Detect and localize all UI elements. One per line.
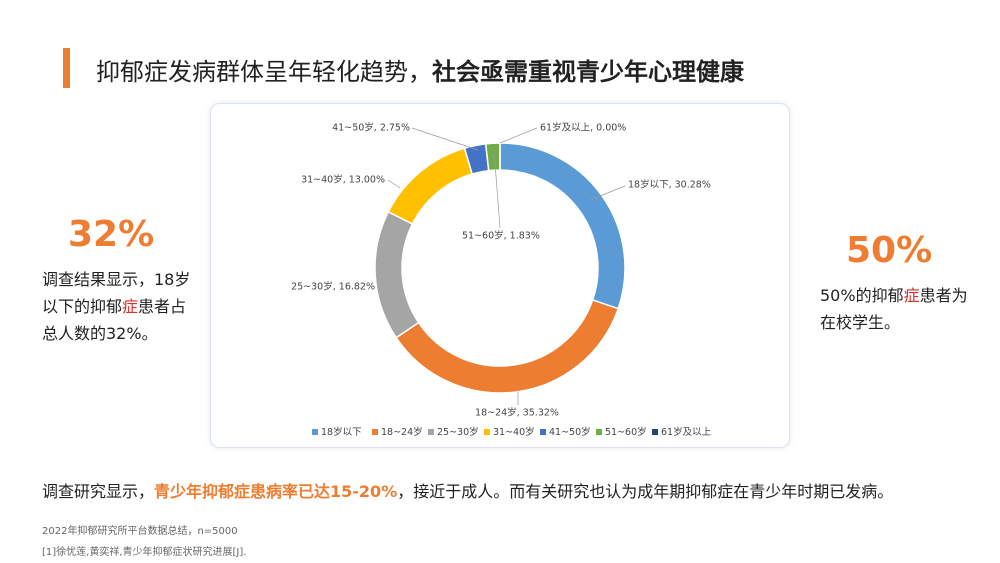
leader-line [387,179,401,189]
data-label: 18岁以下, 30.28% [628,179,711,191]
highlight: 症 [903,286,920,305]
legend-swatch [652,429,658,435]
data-label: 61岁及以上, 0.00% [540,122,626,134]
footnote: [1]徐忧莲,黄奕祥,青少年抑郁症状研究进展[J]. [42,547,247,558]
legend-swatch [312,429,318,435]
legend-label: 18岁以下 [321,426,362,438]
text: 患者占总人数的32%。 [42,297,187,343]
leader-line [499,127,538,144]
leader-line [589,185,626,201]
donut-slice [499,142,626,310]
legend-label: 61岁及以上 [661,426,712,438]
conclusion: 调查研究显示，青少年抑郁症患病率已达15-20%，接近于成人。而有关研究也认为成… [42,478,893,502]
right-stat-value: 50% [846,230,933,271]
left-stat-value: 32% [68,214,155,255]
text: 调查研究显示， [42,482,155,501]
text: 患者为在校学生。 [820,286,968,332]
legend-label: 25~30岁 [437,426,479,438]
right-stat-text: 50%的抑郁症患者为在校学生。 [820,282,972,336]
donut-slice [395,298,620,394]
legend-swatch [372,429,378,435]
text: ，接近于成人。而有关研究也认为成年期抑郁症在青少年时期已发病。 [397,482,894,501]
highlight: 症 [122,297,139,316]
legend-label: 31~40岁 [493,426,535,438]
data-label: 25~30岁, 16.82% [291,281,375,293]
donut-slice [484,142,501,172]
legend-label: 51~60岁 [605,426,647,438]
legend-label: 41~50岁 [549,426,591,438]
legend-label: 18~24岁 [381,426,423,438]
left-stat-text: 调查结果显示，18岁以下的抑郁症患者占总人数的32%。 [42,266,194,347]
data-label: 41~50岁, 2.75% [332,122,410,134]
text: 50%的抑郁 [820,286,904,305]
footnote: 2022年抑郁研究所平台数据总结，n=5000 [42,526,238,537]
legend-swatch [484,429,490,435]
text: 调查结果显示，18岁以下的抑郁 [42,270,191,316]
data-label: 31~40岁, 13.00% [301,174,385,186]
leader-line [411,127,479,151]
legend-swatch [596,429,602,435]
data-label: 18~24岁, 35.32% [475,407,559,419]
accent-bar [63,48,70,88]
title-bold: 社会亟需重视青少年心理健康 [432,58,744,86]
data-label: 51~60岁, 1.83% [462,230,540,242]
title: 抑郁症发病群体呈年轻化趋势，社会亟需重视青少年心理健康 [96,52,744,87]
donut-slice [374,210,420,339]
legend-swatch [540,429,546,435]
legend-swatch [428,429,434,435]
title-part: 抑郁症发病群体呈年轻化趋势， [96,58,432,86]
donut-slice [387,147,474,225]
highlight: 青少年抑郁症患病率已达15-20% [154,482,398,501]
leader-line [493,149,501,229]
